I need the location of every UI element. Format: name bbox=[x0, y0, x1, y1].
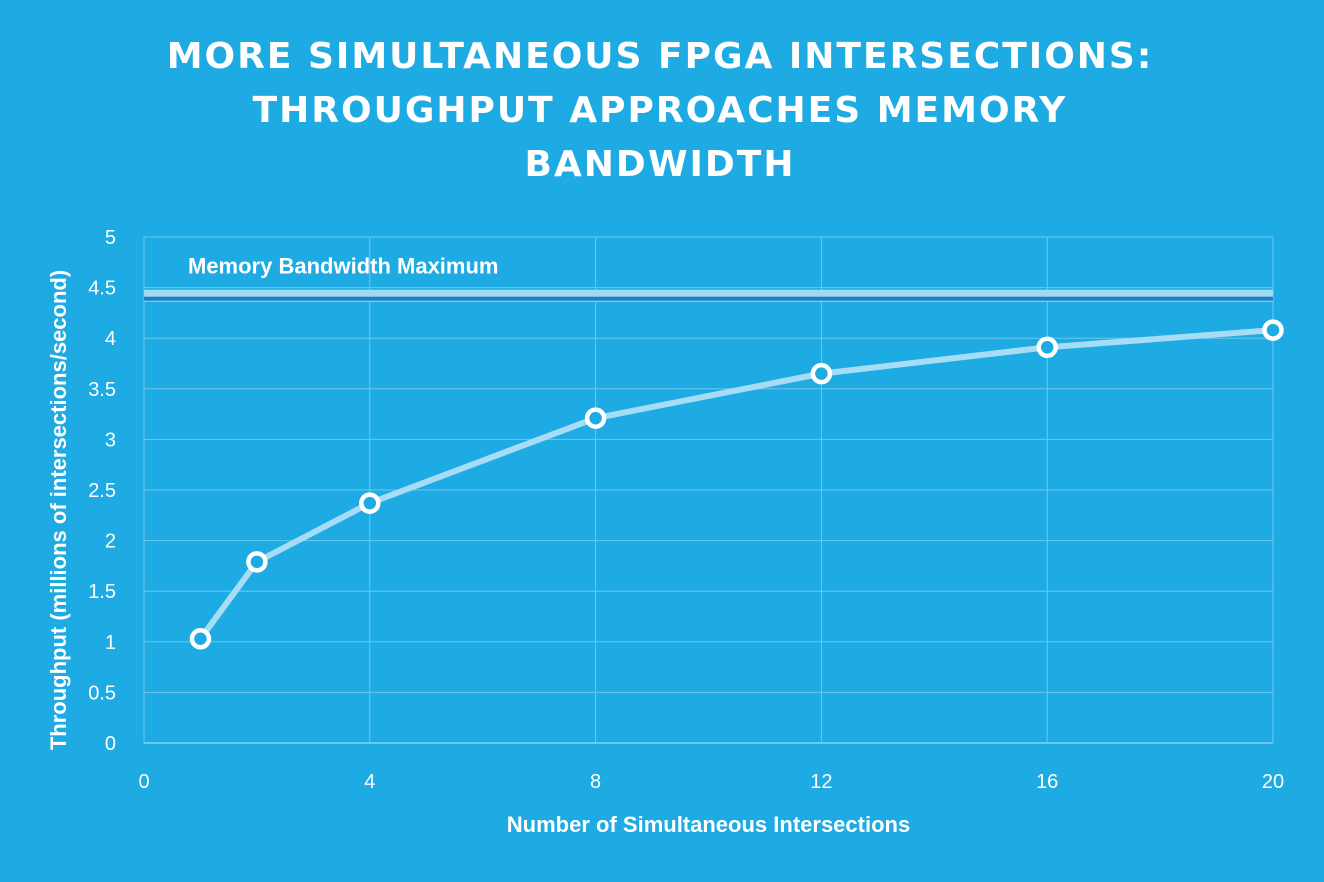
data-point bbox=[359, 492, 381, 514]
x-axis-title: Number of Simultaneous Intersections bbox=[507, 812, 910, 837]
y-axis-ticks: 0 0.5 1 1.5 2 2.5 3 3.5 4 4.5 5 bbox=[88, 227, 116, 755]
x-tick-label: 4 bbox=[364, 771, 375, 793]
data-point bbox=[1036, 336, 1058, 359]
grid-lines bbox=[143, 236, 1274, 744]
data-point bbox=[189, 628, 212, 650]
y-tick-label: 0 bbox=[105, 733, 116, 755]
data-point bbox=[1262, 319, 1284, 341]
series-group bbox=[189, 319, 1284, 650]
y-tick-label: 1 bbox=[105, 632, 116, 654]
y-tick-label: 3 bbox=[105, 429, 116, 451]
y-axis-title: Throughput (millions of intersections/se… bbox=[46, 270, 71, 750]
x-axis-ticks: 0 4 8 12 16 20 bbox=[138, 771, 1284, 793]
memory-bandwidth-label: Memory Bandwidth Maximum bbox=[188, 254, 498, 279]
data-point bbox=[810, 362, 833, 385]
x-tick-label: 16 bbox=[1036, 771, 1058, 793]
y-tick-label: 4.5 bbox=[88, 278, 116, 300]
y-tick-label: 2.5 bbox=[88, 480, 116, 502]
x-tick-label: 12 bbox=[810, 771, 832, 793]
memory-bandwidth-line-core bbox=[144, 296, 1273, 301]
y-tick-label: 1.5 bbox=[88, 581, 116, 603]
y-tick-label: 2 bbox=[105, 531, 116, 553]
x-tick-label: 20 bbox=[1262, 771, 1284, 793]
y-tick-label: 5 bbox=[105, 227, 116, 249]
y-tick-label: 3.5 bbox=[88, 379, 116, 401]
series-line bbox=[197, 327, 1276, 642]
y-tick-label: 4 bbox=[105, 328, 116, 350]
x-tick-label: 8 bbox=[590, 771, 601, 793]
data-point bbox=[246, 551, 268, 573]
reference-line-group: Memory Bandwidth Maximum bbox=[144, 254, 1273, 302]
chart-title: MORE SIMULTANEOUS FPGA INTERSECTIONS: TH… bbox=[166, 36, 1154, 185]
y-tick-label: 0.5 bbox=[88, 682, 116, 704]
x-tick-label: 0 bbox=[138, 771, 149, 793]
data-point bbox=[584, 407, 607, 429]
